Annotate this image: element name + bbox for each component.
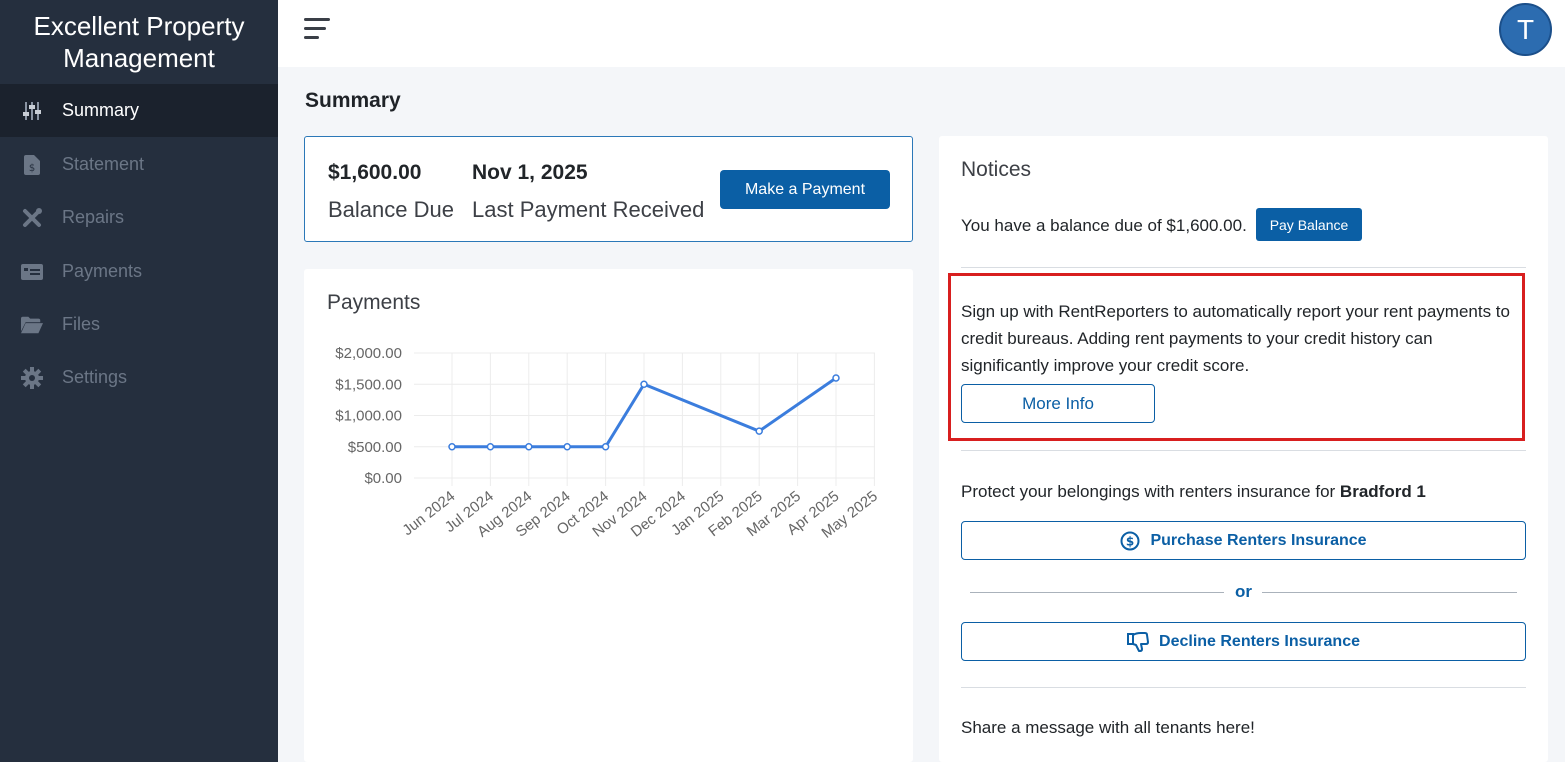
data-point (832, 374, 840, 382)
dollar-circle-icon: $ (1120, 531, 1140, 550)
sidebar-item-statement[interactable]: $ Statement (0, 138, 278, 191)
gear-icon (21, 366, 43, 389)
svg-text:$: $ (1126, 534, 1134, 548)
sidebar-item-summary[interactable]: Summary (0, 84, 278, 137)
sidebar-item-label: Settings (62, 367, 128, 387)
rentreporters-text: Sign up with RentReporters to automatica… (961, 302, 1510, 375)
y-tick-label: $0.00 (364, 470, 402, 487)
payments-chart: $0.00$500.00$1,000.00$1,500.00$2,000.00J… (335, 345, 881, 542)
tools-icon (21, 207, 43, 229)
decline-insurance-button[interactable]: Decline Renters Insurance (961, 622, 1526, 661)
more-info-button[interactable]: More Info (961, 384, 1155, 423)
data-point (563, 443, 571, 451)
money-bill-icon (21, 261, 43, 283)
data-point (448, 443, 456, 451)
insurance-text: Protect your belongings with renters ins… (961, 482, 1426, 502)
data-point (755, 427, 763, 435)
last-payment-date: Nov 1, 2025 (472, 161, 588, 184)
top-bar: T (278, 0, 1565, 67)
data-point (525, 443, 533, 451)
sidebar-item-files[interactable]: Files (0, 298, 278, 351)
divider (961, 687, 1526, 688)
sidebar-item-label: Repairs (62, 207, 125, 227)
sidebar-item-label: Files (62, 314, 101, 334)
insurance-property: Bradford 1 (1339, 482, 1426, 501)
chart-title: Payments (327, 291, 421, 314)
page-title: Summary (305, 89, 401, 112)
data-point (640, 380, 648, 388)
notices-card: Notices You have a balance due of $1,600… (939, 136, 1548, 762)
sliders-icon (21, 100, 43, 122)
payments-card: Payments $0.00 $500.00 $1,000.00 $1,500.00 $… (304, 269, 913, 762)
data-point (486, 443, 495, 451)
y-tick-label: $500.00 (348, 439, 402, 456)
sidebar-item-label: Payments (62, 261, 143, 281)
or-text: or (1235, 582, 1252, 601)
sidebar-item-label: Summary (62, 100, 140, 120)
highlight-box (948, 273, 1525, 441)
share-message-text: Share a message with all tenants here! (961, 718, 1255, 737)
menu-toggle-icon[interactable] (304, 18, 332, 44)
balance-notice-text: You have a balance due of $1,600.00. (961, 216, 1247, 235)
insurance-text-prefix: Protect your belongings with renters ins… (961, 482, 1340, 501)
data-point (601, 443, 610, 451)
decline-insurance-label: Decline Renters Insurance (1159, 632, 1360, 650)
y-tick-label: $2,000.00 (335, 345, 402, 362)
thumbs-down-icon (1127, 631, 1150, 652)
sidebar-item-label: Statement (62, 154, 145, 174)
app-title: Excellent Property Management (33, 10, 245, 73)
balance-card: $1,600.00 Balance Due Nov 1, 2025 Last P… (304, 136, 913, 242)
purchase-insurance-label: Purchase Renters Insurance (1150, 531, 1367, 549)
or-separator: or (970, 582, 1517, 602)
purchase-insurance-button[interactable]: $ Purchase Renters Insurance (961, 521, 1526, 560)
balance-amount: $1,600.00 (328, 161, 422, 184)
payments-series-line (452, 376, 837, 449)
sidebar-item-settings[interactable]: Settings (0, 351, 278, 404)
divider (961, 450, 1526, 451)
balance-amount-label: Balance Due (328, 197, 454, 222)
notices-title: Notices (961, 158, 1032, 181)
sidebar-item-repairs[interactable]: Repairs (0, 191, 278, 244)
y-tick-label: $1,000.00 (335, 408, 402, 425)
sidebar-item-payments[interactable]: Payments (0, 245, 278, 298)
pay-balance-button[interactable]: Pay Balance (1256, 208, 1362, 241)
make-payment-button[interactable]: Make a Payment (720, 170, 890, 209)
last-payment-label: Last Payment Received (472, 197, 705, 222)
divider (961, 267, 1526, 268)
file-dollar-icon: $ (21, 154, 43, 176)
avatar[interactable]: T (1499, 3, 1552, 56)
folder-open-icon (21, 314, 43, 336)
svg-text:$: $ (29, 163, 35, 174)
sidebar: Excellent Property Management Summary $ … (0, 0, 278, 762)
y-tick-label: $1,500.00 (335, 376, 402, 393)
